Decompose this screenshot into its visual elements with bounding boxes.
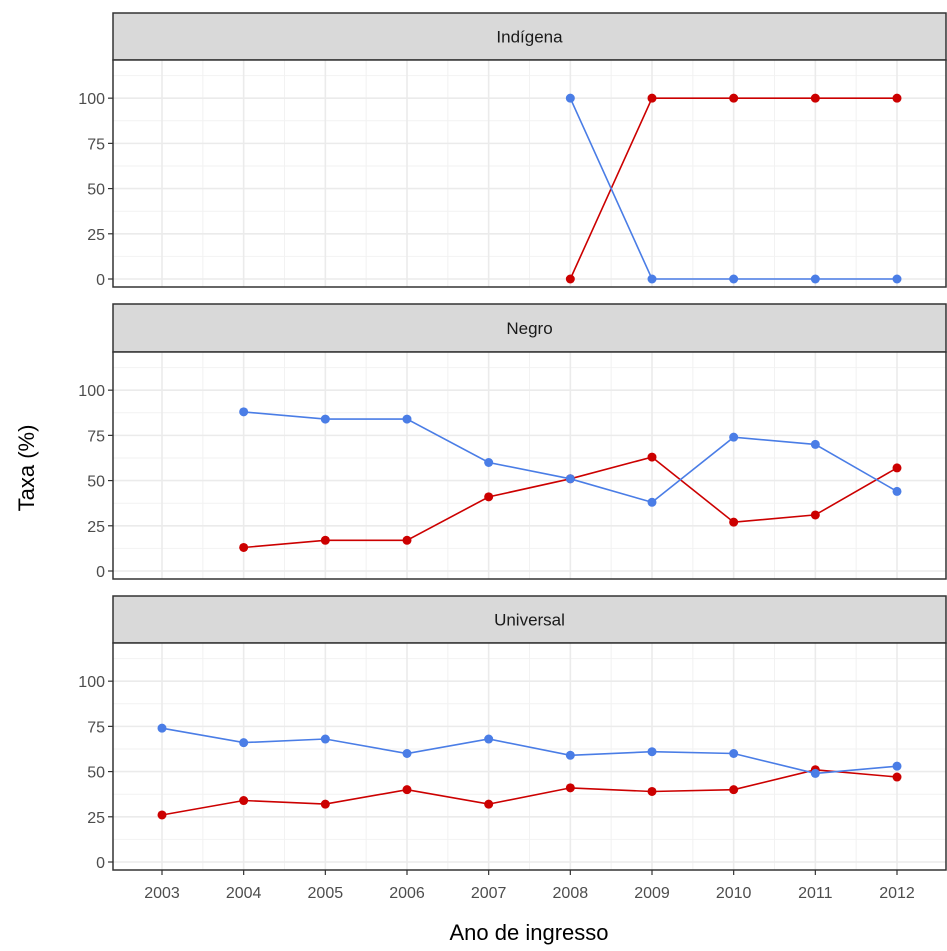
data-point: [320, 414, 330, 424]
x-tick-label: 2009: [634, 885, 670, 902]
data-point: [565, 274, 575, 284]
data-point: [729, 749, 739, 758]
x-tick-label: 2005: [308, 885, 344, 902]
data-point: [484, 799, 494, 809]
series-line: [161, 727, 898, 775]
data-point: [892, 274, 902, 284]
data-point: [239, 407, 249, 417]
data-point: [729, 274, 739, 284]
data-point: [647, 747, 657, 757]
data-point: [647, 93, 657, 103]
data-point: [810, 274, 820, 284]
data-point: [239, 738, 249, 748]
data-point: [647, 274, 657, 284]
y-tick-label: 75: [87, 136, 105, 153]
x-axis: 2003 2004 2005 2006 2007 2008 2009 2010 2011 2012: [144, 870, 915, 902]
data-point: [320, 734, 330, 744]
data-point: [157, 810, 167, 820]
x-tick-label: 2011: [798, 885, 833, 902]
y-tick-label: 25: [87, 227, 105, 244]
y-axis-title: Taxa (%): [14, 425, 39, 512]
data-point: [892, 463, 902, 473]
panels: Indígena0255075100Negro0255075100Univers…: [78, 12, 947, 872]
data-point: [729, 517, 739, 527]
x-tick-label: 2006: [389, 885, 425, 902]
y-tick-label: 75: [87, 719, 105, 736]
facet-strip: [112, 12, 947, 61]
facet-strip-label: Negro: [506, 319, 552, 338]
y-tick-label: 50: [87, 765, 105, 782]
y-tick-label: 0: [96, 855, 105, 872]
facet-panel: Universal 0 25 50 75 100: [78, 595, 947, 872]
data-point: [402, 414, 412, 424]
x-tick-label: 2003: [144, 885, 180, 902]
x-axis-title: Ano de ingresso: [450, 920, 609, 945]
data-point: [402, 535, 412, 545]
data-point: [320, 799, 330, 809]
facet-strip-label: Indígena: [496, 28, 563, 47]
facet-strip: [112, 595, 947, 644]
data-point: [239, 542, 249, 552]
data-point: [729, 432, 739, 442]
y-tick-label: 25: [87, 519, 105, 536]
panel-border: [112, 351, 947, 580]
y-tick-label: 75: [87, 428, 105, 445]
data-point: [239, 796, 249, 806]
data-point: [484, 458, 494, 467]
data-point: [402, 749, 412, 758]
y-tick-label: 50: [87, 474, 105, 491]
data-point: [647, 786, 657, 796]
data-point: [810, 768, 820, 778]
data-point: [320, 535, 330, 545]
y-tick-label: 100: [78, 674, 105, 691]
y-tick-label: 100: [78, 383, 105, 400]
y-tick-label: 25: [87, 810, 105, 827]
data-point: [892, 772, 902, 782]
facet-strip-label: Universal: [494, 611, 565, 630]
data-point: [484, 492, 494, 502]
data-point: [565, 93, 575, 103]
y-tick-label: 100: [78, 91, 105, 108]
data-point: [565, 750, 575, 760]
data-point: [810, 510, 820, 520]
x-tick-label: 2007: [471, 885, 507, 902]
x-tick-label: 2012: [879, 885, 915, 902]
series-line: [161, 768, 898, 816]
data-point: [402, 785, 412, 795]
y-tick-label: 0: [96, 564, 105, 581]
data-point: [892, 93, 902, 103]
panel-border: [112, 642, 947, 871]
y-tick-label: 50: [87, 182, 105, 199]
data-point: [484, 734, 494, 744]
data-point: [892, 761, 902, 771]
x-tick-label: 2010: [716, 885, 752, 902]
facet-panel: Indígena 0 25 50 75 100: [78, 12, 947, 289]
y-tick-label: 0: [96, 272, 105, 289]
data-point: [565, 474, 575, 484]
data-point: [729, 785, 739, 795]
facet-panel: Negro 0 25 50 75 100: [78, 303, 947, 581]
data-point: [810, 439, 820, 449]
data-point: [565, 783, 575, 793]
x-tick-label: 2008: [553, 885, 589, 902]
facet-strip: [112, 303, 947, 353]
data-point: [892, 486, 902, 496]
data-point: [810, 93, 820, 103]
panel-border: [112, 59, 947, 288]
data-point: [729, 93, 739, 103]
x-tick-label: 2004: [226, 885, 262, 902]
data-point: [157, 723, 167, 733]
data-point: [647, 452, 657, 462]
data-point: [647, 497, 657, 507]
